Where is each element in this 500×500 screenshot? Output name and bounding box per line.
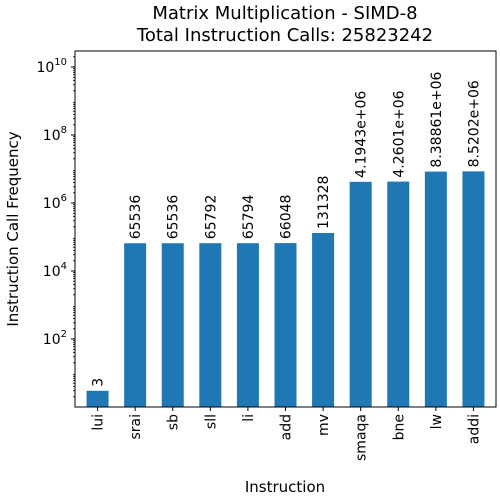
data-label-lui: 3	[91, 378, 107, 387]
bar-lw	[424, 171, 447, 407]
data-label-addi: 8.5202e+06	[466, 80, 482, 167]
y-tick-exponent: 6	[61, 193, 67, 204]
x-tick-label-srai: srai	[128, 414, 144, 440]
y-tick-base: 10	[36, 60, 54, 76]
y-tick-label-6: 106	[43, 193, 67, 212]
y-tick-label-4: 104	[43, 261, 67, 280]
bar-add	[274, 243, 297, 407]
x-tick-label-lw: lw	[429, 414, 445, 429]
data-label-lw: 8.38861e+06	[429, 71, 445, 167]
bars-group	[86, 171, 485, 407]
y-tick-exponent: 2	[61, 329, 67, 340]
bar-addi	[462, 171, 485, 407]
bar-smaqa	[349, 181, 372, 407]
x-axis: lui srai sb sll li add mv smaqa bne lw addi	[91, 407, 482, 461]
x-tick-label-addi: addi	[466, 414, 482, 444]
chart-subtitle: Total Instruction Calls: 25823242	[136, 25, 433, 46]
x-axis-label: Instruction	[245, 478, 325, 496]
y-tick-label-2: 102	[43, 329, 67, 348]
data-label-mv: 131328	[316, 176, 332, 229]
y-tick-exponent: 4	[61, 261, 67, 272]
data-label-add: 66048	[279, 195, 295, 240]
x-tick-label-mv: mv	[316, 414, 332, 436]
y-tick-exponent: 10	[54, 57, 67, 68]
data-label-srai: 65536	[128, 195, 144, 240]
x-tick-label-smaqa: smaqa	[354, 414, 370, 461]
y-tick-label-8: 108	[43, 125, 67, 144]
y-tick-base: 10	[43, 196, 61, 212]
bar-li	[236, 243, 259, 407]
y-tick-label-10: 1010	[36, 57, 67, 76]
bar-srai	[124, 243, 147, 407]
chart-title: Matrix Multiplication - SIMD-8	[152, 3, 417, 24]
y-tick-base: 10	[43, 128, 61, 144]
x-tick-label-bne: bne	[391, 414, 407, 440]
x-tick-label-add: add	[279, 414, 295, 440]
y-tick-base: 10	[43, 332, 61, 348]
x-tick-label-sll: sll	[203, 414, 219, 429]
y-tick-base: 10	[43, 264, 61, 280]
bar-sll	[199, 243, 222, 407]
y-axis-label: Instruction Call Frequency	[4, 131, 22, 326]
x-tick-label-lui: lui	[91, 414, 107, 431]
data-label-sll: 65792	[203, 195, 219, 240]
bar-bne	[387, 181, 410, 407]
data-label-bne: 4.2601e+06	[391, 90, 407, 177]
x-tick-label-sb: sb	[166, 414, 182, 430]
data-label-sb: 65536	[166, 195, 182, 240]
bar-lui	[86, 390, 109, 407]
bar-sb	[161, 243, 184, 407]
data-label-li: 65794	[241, 195, 257, 240]
data-label-smaqa: 4.1943e+06	[354, 91, 370, 178]
y-tick-exponent: 8	[61, 125, 67, 136]
bar-mv	[312, 232, 335, 407]
x-tick-label-li: li	[241, 414, 257, 422]
data-labels-group: 3 65536 65536 65792 65794 66048 131328 4.1943e+…	[91, 71, 483, 386]
